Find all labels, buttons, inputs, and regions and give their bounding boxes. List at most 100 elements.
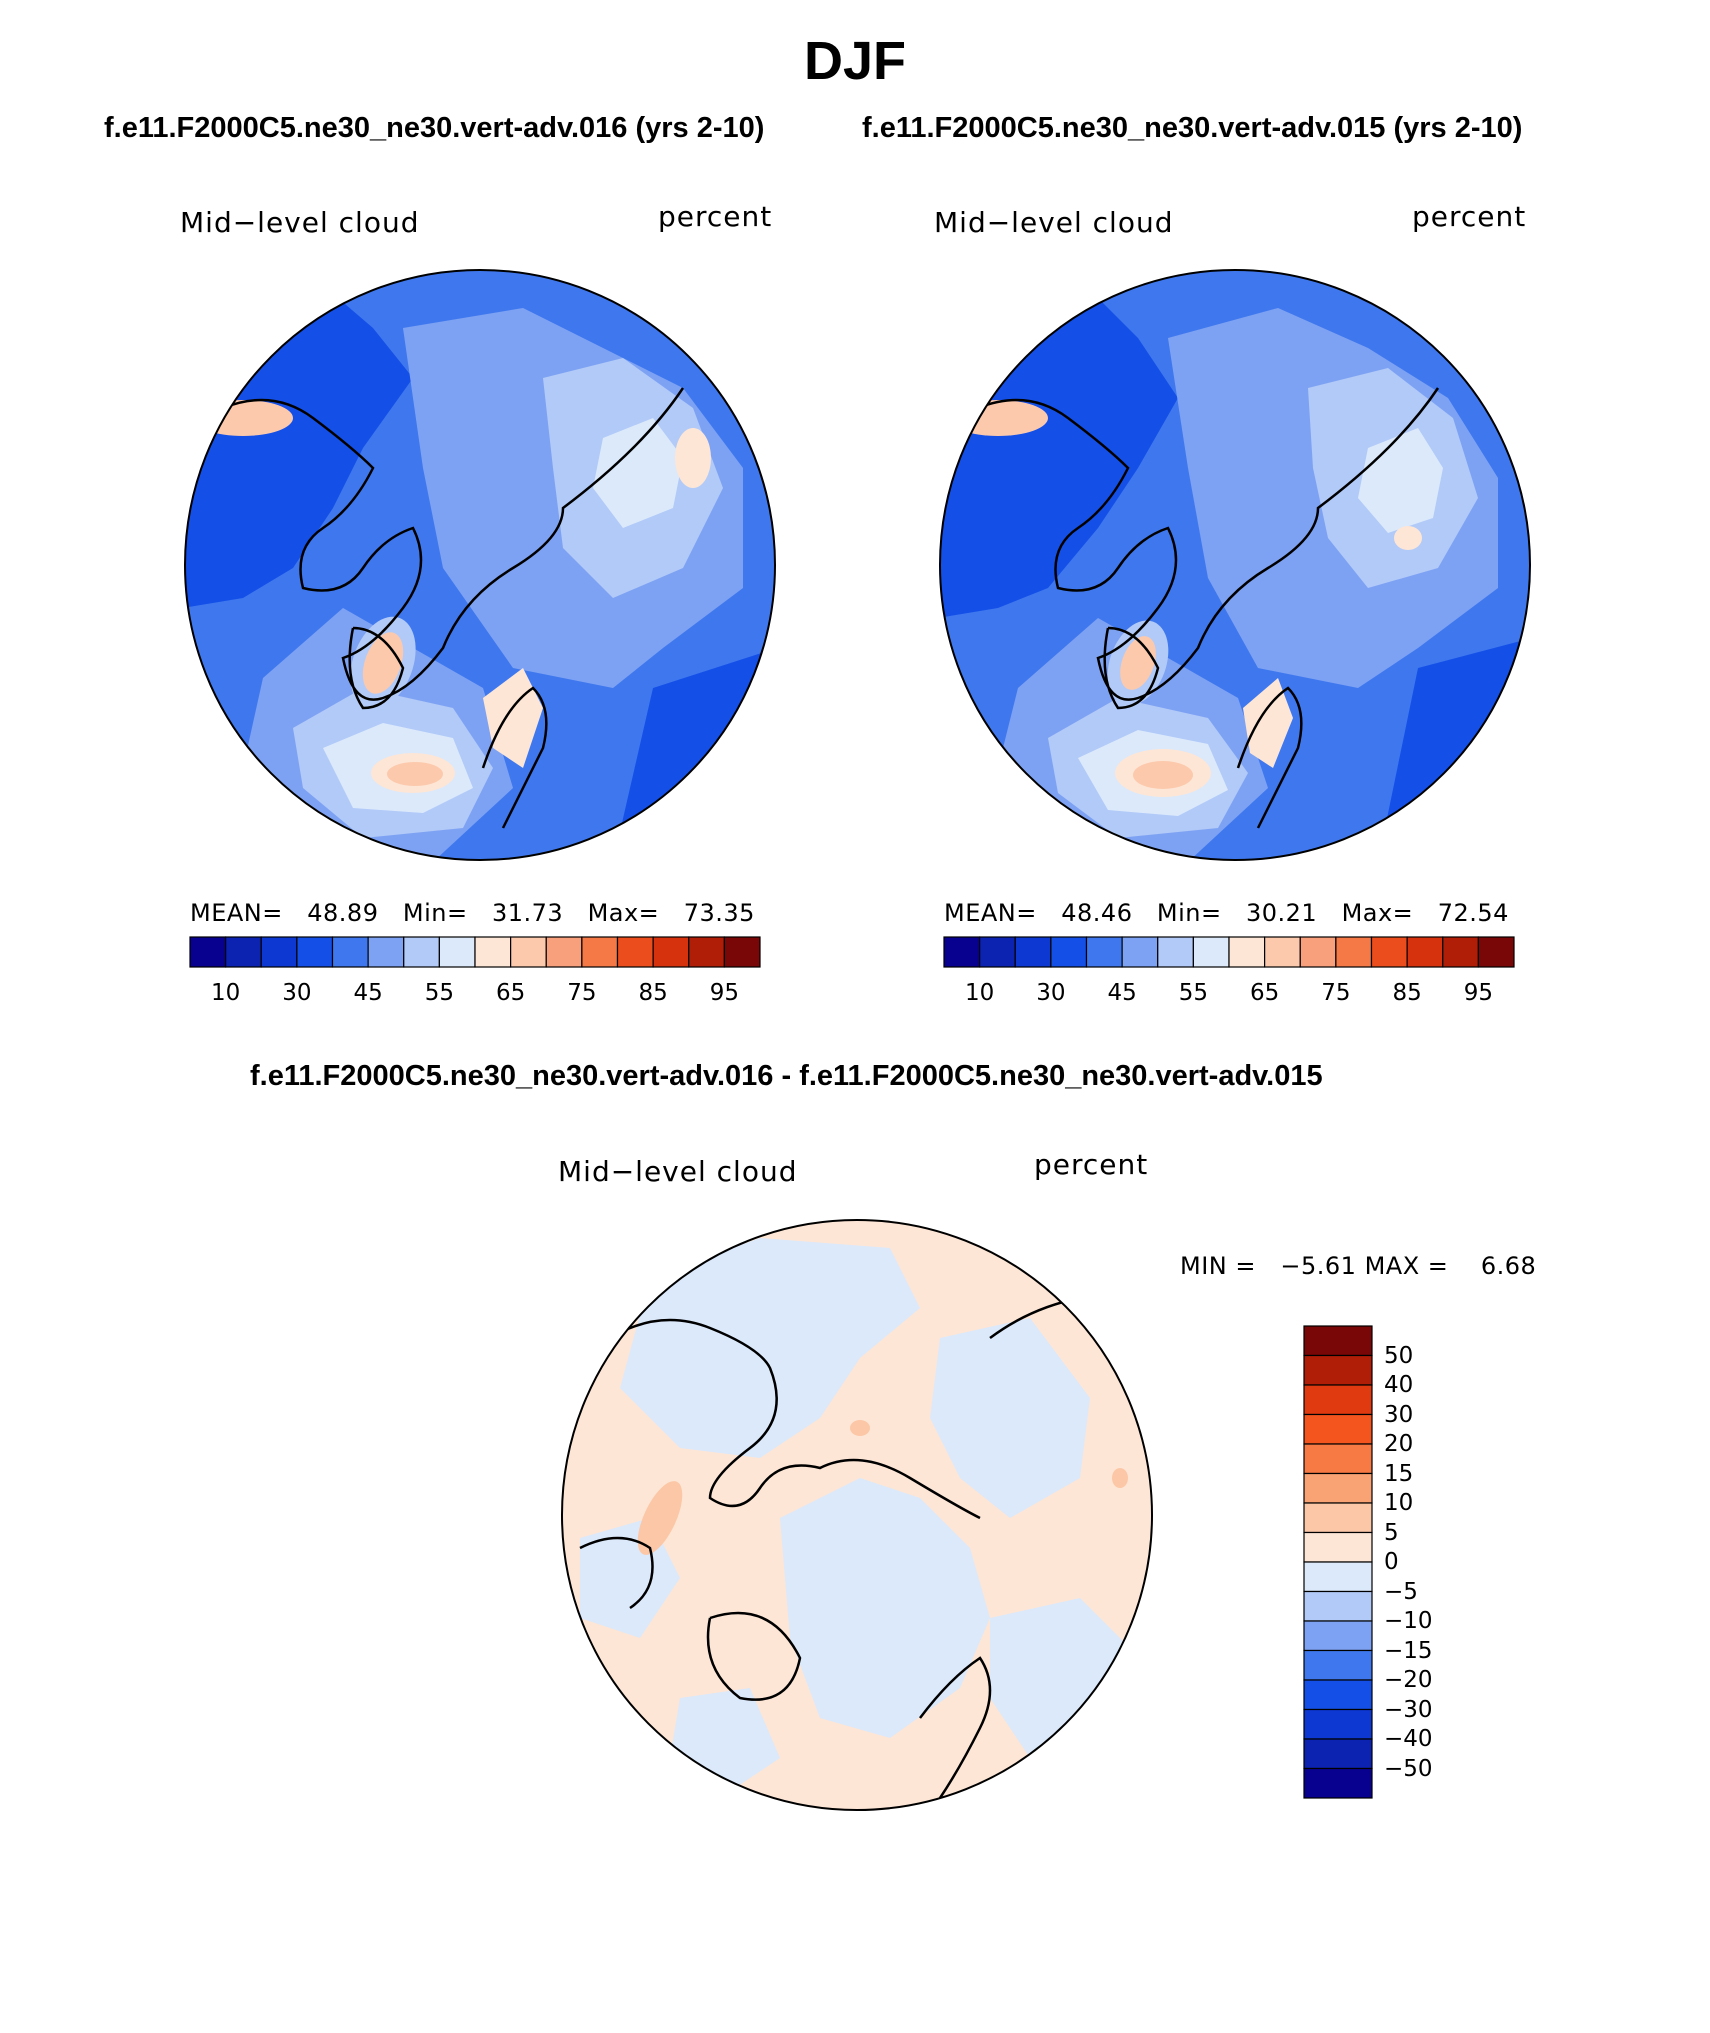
right-colorbar-swatch xyxy=(943,936,981,968)
right-run-title: f.e11.F2000C5.ne30_ne30.vert-adv.015 (yr… xyxy=(862,112,1523,144)
right-colorbar-swatch xyxy=(1228,936,1266,968)
right-colorbar-tick-label: 55 xyxy=(1178,980,1209,1006)
diff-colorbar-swatch xyxy=(1303,1561,1373,1593)
diff-colorbar-tick-label: −15 xyxy=(1384,1637,1433,1664)
right-colorbar-swatch xyxy=(1477,936,1515,968)
diff-colorbar-tick-label: 15 xyxy=(1384,1460,1414,1487)
left-colorbar-swatch xyxy=(260,936,298,968)
diff-colorbar-swatch xyxy=(1303,1502,1373,1534)
right-colorbar-swatch xyxy=(1014,936,1052,968)
left-colorbar-tick-label: 65 xyxy=(495,980,526,1006)
diff-colorbar-swatch xyxy=(1303,1325,1373,1357)
diff-colorbar-tick-label: 0 xyxy=(1384,1549,1399,1575)
left-colorbar-tick-label: 45 xyxy=(353,980,383,1006)
right-mean-value: 48.46 xyxy=(1061,899,1133,927)
left-cloud-high-pacific xyxy=(193,400,293,436)
left-colorbar-swatch xyxy=(688,936,725,968)
left-cloud-high-atlantic-core xyxy=(387,762,443,786)
left-colorbar-ticks: 10 30 45 55 65 75 85 95 xyxy=(190,980,760,1010)
right-colorbar-tick-label: 45 xyxy=(1107,980,1137,1006)
difference-polar-map xyxy=(561,1219,1153,1811)
left-colorbar-swatch xyxy=(723,936,761,968)
left-colorbar-tick-label: 10 xyxy=(210,980,241,1006)
left-colorbar-swatch xyxy=(581,936,619,968)
left-cloud-field-pale xyxy=(593,418,683,528)
right-cloud-field-pale xyxy=(1358,428,1443,533)
left-colorbar-tick-label: 55 xyxy=(424,980,455,1006)
right-max-value: 72.54 xyxy=(1437,899,1509,927)
diff-title: f.e11.F2000C5.ne30_ne30.vert-adv.016 - f… xyxy=(250,1060,1323,1092)
left-colorbar-tick-label: 85 xyxy=(638,980,668,1006)
diff-colorbar-tick-label: −50 xyxy=(1384,1755,1433,1782)
diff-colorbar-swatch xyxy=(1303,1531,1373,1563)
left-run-title: f.e11.F2000C5.ne30_ne30.vert-adv.016 (yr… xyxy=(104,112,765,144)
diff-min-value: −5.61 xyxy=(1280,1252,1357,1280)
right-colorbar-tick-label: 30 xyxy=(1036,980,1066,1006)
diff-colorbar-swatch xyxy=(1303,1738,1373,1770)
right-colorbar-swatch xyxy=(1406,936,1444,968)
diff-max-value: 6.68 xyxy=(1480,1252,1537,1280)
right-polar-map xyxy=(939,269,1531,861)
left-units-label: percent xyxy=(658,200,773,233)
left-colorbar-swatch xyxy=(510,936,547,968)
left-colorbar-tick-label: 75 xyxy=(567,980,597,1006)
diff-colorbar-swatch xyxy=(1303,1590,1373,1622)
diff-colorbar-tick-label: 10 xyxy=(1384,1490,1414,1516)
diff-colorbar-swatch xyxy=(1303,1413,1373,1445)
diff-positive-greenland xyxy=(637,1481,683,1555)
right-max-label: Max= xyxy=(1341,899,1414,927)
left-colorbar-tick-label: 30 xyxy=(282,980,312,1006)
left-stats-line: MEAN= 48.89 Min= 31.73 Max= 73.35 xyxy=(190,899,755,927)
right-colorbar-swatch xyxy=(1085,936,1123,968)
right-mean-label: MEAN= xyxy=(944,899,1037,927)
diff-coastline xyxy=(579,1296,1081,1799)
right-cloud-high-pacific xyxy=(948,400,1048,436)
right-variable-label: Mid−level cloud xyxy=(934,206,1174,239)
left-colorbar-tick-label: 95 xyxy=(709,980,740,1006)
diff-colorbar-swatch xyxy=(1303,1443,1373,1475)
right-colorbar-swatch xyxy=(1335,936,1373,968)
right-coastline xyxy=(977,387,1440,829)
left-colorbar-swatch xyxy=(438,936,476,968)
left-max-label: Max= xyxy=(587,899,660,927)
right-colorbar-swatch xyxy=(1157,936,1194,968)
diff-colorbar-tick-label: 50 xyxy=(1384,1342,1414,1369)
diff-colorbar-swatch xyxy=(1303,1354,1373,1386)
left-colorbar-swatch xyxy=(296,936,334,968)
left-coastline xyxy=(222,387,685,829)
right-colorbar-swatch xyxy=(1050,936,1088,968)
diff-colorbar-swatch xyxy=(1303,1472,1373,1504)
diff-colorbar-tick-label: −5 xyxy=(1384,1578,1418,1605)
left-colorbar-swatch xyxy=(545,936,583,968)
diff-colorbar-tick-label: −10 xyxy=(1384,1608,1433,1634)
right-colorbar-tick-label: 65 xyxy=(1249,980,1280,1006)
left-mean-label: MEAN= xyxy=(190,899,283,927)
diff-colorbar-swatch xyxy=(1303,1620,1373,1652)
left-variable-label: Mid−level cloud xyxy=(180,206,420,239)
left-min-value: 31.73 xyxy=(491,899,564,927)
right-cloud-high-siberia xyxy=(1394,526,1422,550)
diff-colorbar-swatch xyxy=(1303,1767,1373,1799)
right-colorbar-swatch xyxy=(1299,936,1337,968)
right-colorbar-swatch xyxy=(1264,936,1301,968)
right-colorbar-swatch xyxy=(1121,936,1159,968)
right-colorbar-swatch xyxy=(979,936,1016,968)
left-min-label: Min= xyxy=(402,899,468,927)
left-colorbar-swatch xyxy=(652,936,690,968)
right-colorbar-tick-label: 75 xyxy=(1321,980,1351,1006)
diff-colorbar-tick-label: −30 xyxy=(1384,1696,1433,1723)
diff-colorbar-swatch xyxy=(1303,1384,1373,1416)
left-max-value: 73.35 xyxy=(683,899,755,927)
left-mean-value: 48.89 xyxy=(307,899,379,927)
left-colorbar-swatch xyxy=(474,936,512,968)
diff-max-label: MAX = xyxy=(1364,1252,1449,1280)
right-cloud-high-atlantic-core xyxy=(1133,761,1193,789)
right-colorbar-tick-label: 85 xyxy=(1392,980,1422,1006)
left-cloud-high-greenland-core xyxy=(362,632,404,694)
left-polar-map xyxy=(184,269,776,861)
left-colorbar-swatch xyxy=(403,936,440,968)
page-title: DJF xyxy=(803,31,906,91)
diff-colorbar-ticks: 50 40 30 20 15 10 5 0 −5 −10 −15 −20 −30 −40 −50 xyxy=(1384,1326,1504,1798)
diff-colorbar-tick-label: 30 xyxy=(1384,1401,1414,1428)
right-colorbar-swatch xyxy=(1192,936,1230,968)
